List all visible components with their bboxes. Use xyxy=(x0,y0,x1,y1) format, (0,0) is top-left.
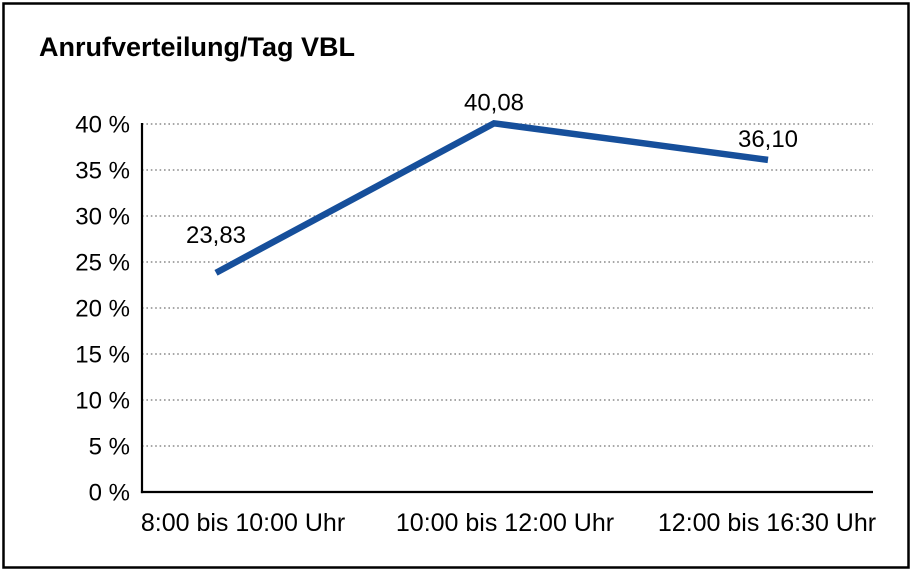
y-tick-label: 25 % xyxy=(75,250,130,277)
data-label: 36,10 xyxy=(738,126,798,153)
y-tick-label: 0 % xyxy=(89,480,130,507)
y-tick-label: 30 % xyxy=(75,204,130,231)
y-tick-label: 15 % xyxy=(75,342,130,369)
data-label: 23,83 xyxy=(186,222,246,249)
y-tick-label: 40 % xyxy=(75,112,130,139)
chart-border xyxy=(2,2,910,569)
y-tick-label: 20 % xyxy=(75,296,130,323)
x-axis-label: 12:00 bis 16:30 Uhr xyxy=(658,509,876,537)
x-axis-label: 8:00 bis 10:00 Uhr xyxy=(141,509,345,537)
chart-title: Anrufverteilung/Tag VBL xyxy=(39,32,356,62)
data-label: 40,08 xyxy=(464,89,524,116)
series-line xyxy=(214,119,769,276)
x-axis-label: 10:00 bis 12:00 Uhr xyxy=(396,509,614,537)
y-tick-label: 5 % xyxy=(89,434,130,461)
y-tick-label: 35 % xyxy=(75,158,130,185)
y-tick-label: 10 % xyxy=(75,388,130,415)
